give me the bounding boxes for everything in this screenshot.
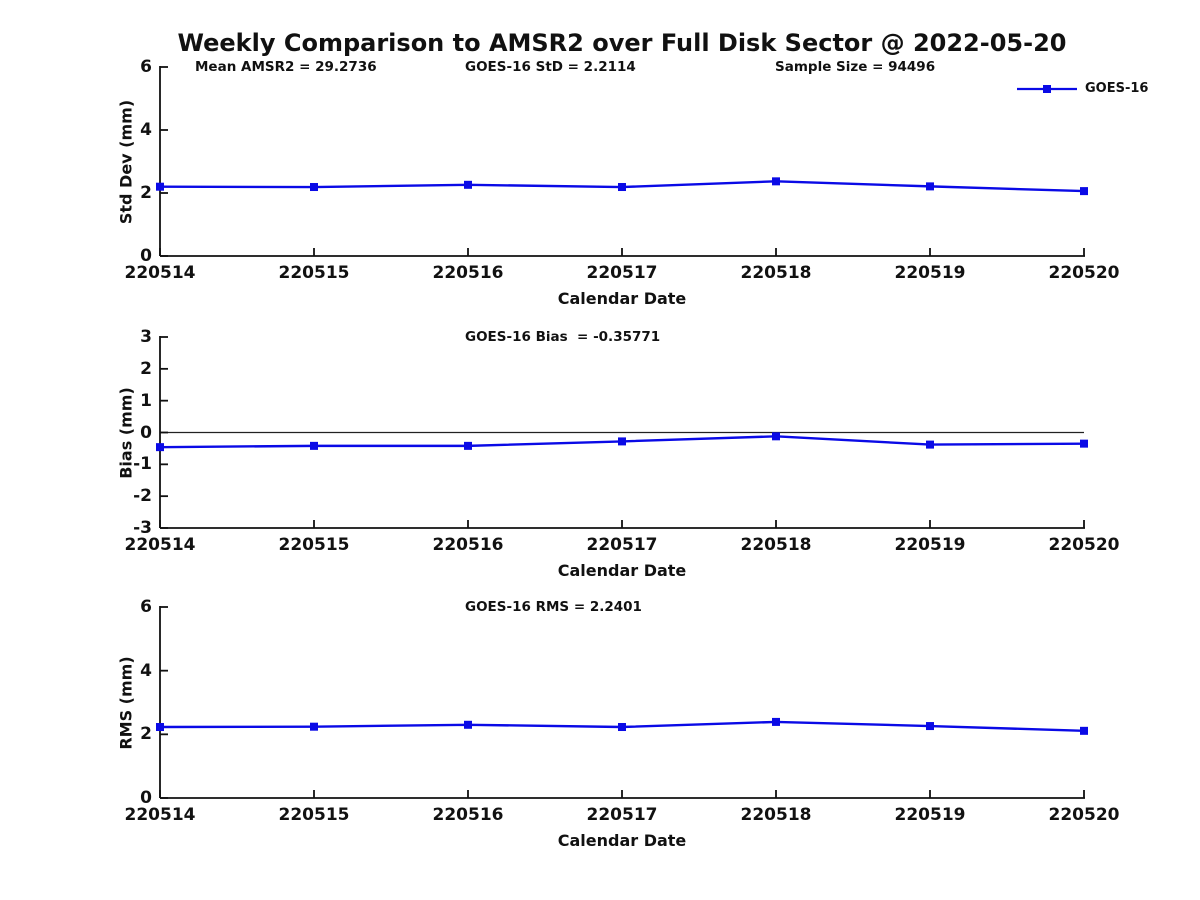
bias-marker (618, 437, 626, 446)
legend-line-sample (1017, 84, 1077, 93)
x-tick-label: 220514 (124, 805, 196, 825)
bias-xlabel: Calendar Date (557, 561, 687, 580)
sample-size-annotation: Sample Size = 94496 (775, 59, 936, 75)
x-tick-label: 220517 (586, 535, 658, 555)
x-tick-label: 220514 (124, 263, 196, 283)
x-tick-label: 220514 (124, 535, 196, 555)
std-dev-xlabel: Calendar Date (557, 289, 687, 308)
x-tick-label: 220517 (586, 263, 658, 283)
y-tick-label: 6 (140, 597, 152, 617)
x-tick-label: 220515 (278, 263, 350, 283)
x-tick-label: 220515 (278, 805, 350, 825)
x-tick-label: 220520 (1048, 535, 1120, 555)
rms-ylabel: RMS (mm) (116, 655, 136, 750)
legend: GOES-16 (1016, 81, 1148, 96)
figure-title: Weekly Comparison to AMSR2 over Full Dis… (177, 29, 1067, 57)
std-dev-marker (464, 180, 472, 189)
y-tick-label: 0 (140, 422, 152, 443)
std-dev-ylabel: Std Dev (mm) (116, 99, 136, 224)
y-tick-label: 0 (140, 788, 152, 808)
std-dev-marker (310, 183, 318, 192)
rms-marker (1080, 726, 1088, 735)
bias-marker (310, 441, 318, 450)
bias-marker (464, 441, 472, 450)
y-tick-label: 3 (140, 327, 152, 347)
x-tick-label: 220516 (432, 805, 504, 825)
rms-xlabel: Calendar Date (557, 831, 687, 850)
std-dev-marker (772, 177, 780, 186)
bias-marker (926, 440, 934, 449)
x-tick-label: 220520 (1048, 263, 1120, 283)
std-dev-marker (156, 182, 164, 191)
rms-marker (618, 723, 626, 732)
y-tick-label: 6 (140, 57, 152, 77)
std-dev-marker (1080, 187, 1088, 196)
y-tick-label: -3 (133, 518, 152, 538)
bias-ylabel: Bias (mm) (116, 386, 136, 479)
y-tick-label: 4 (140, 660, 152, 681)
bias-marker (1080, 439, 1088, 448)
legend-square-marker-icon (1043, 84, 1051, 93)
rms-marker (310, 722, 318, 731)
y-tick-label: 2 (140, 183, 152, 203)
y-tick-label: 2 (140, 724, 152, 745)
x-tick-label: 220515 (278, 535, 350, 555)
std-dev-marker (618, 183, 626, 192)
x-tick-label: 220517 (586, 805, 658, 825)
x-tick-label: 220518 (740, 535, 812, 555)
x-tick-label: 220520 (1048, 805, 1120, 825)
x-tick-label: 220518 (740, 805, 812, 825)
rms-marker (926, 722, 934, 731)
x-tick-label: 220519 (894, 535, 966, 555)
y-tick-label: 1 (140, 390, 152, 411)
y-tick-label: 4 (140, 120, 152, 140)
std-dev-marker (926, 182, 934, 191)
y-tick-label: -2 (133, 486, 152, 507)
x-tick-label: 220516 (432, 535, 504, 555)
y-tick-label: 0 (140, 246, 152, 266)
bias-marker (156, 443, 164, 452)
goes16-rms-annotation: GOES-16 RMS = 2.2401 (465, 599, 642, 615)
legend-label: GOES-16 (1085, 81, 1149, 96)
mean-amsr2-annotation: Mean AMSR2 = 29.2736 (195, 59, 377, 75)
rms-marker (156, 723, 164, 732)
rms-marker (772, 717, 780, 726)
goes16-bias-annotation: GOES-16 Bias = -0.35771 (465, 329, 661, 345)
bias-marker (772, 432, 780, 441)
x-tick-label: 220516 (432, 263, 504, 283)
y-tick-label: 2 (140, 358, 152, 379)
x-tick-label: 220518 (740, 263, 812, 283)
goes16-std-annotation: GOES-16 StD = 2.2114 (465, 59, 636, 75)
x-tick-label: 220519 (894, 805, 966, 825)
rms-marker (464, 720, 472, 729)
x-tick-label: 220519 (894, 263, 966, 283)
y-tick-label: -1 (133, 454, 152, 475)
